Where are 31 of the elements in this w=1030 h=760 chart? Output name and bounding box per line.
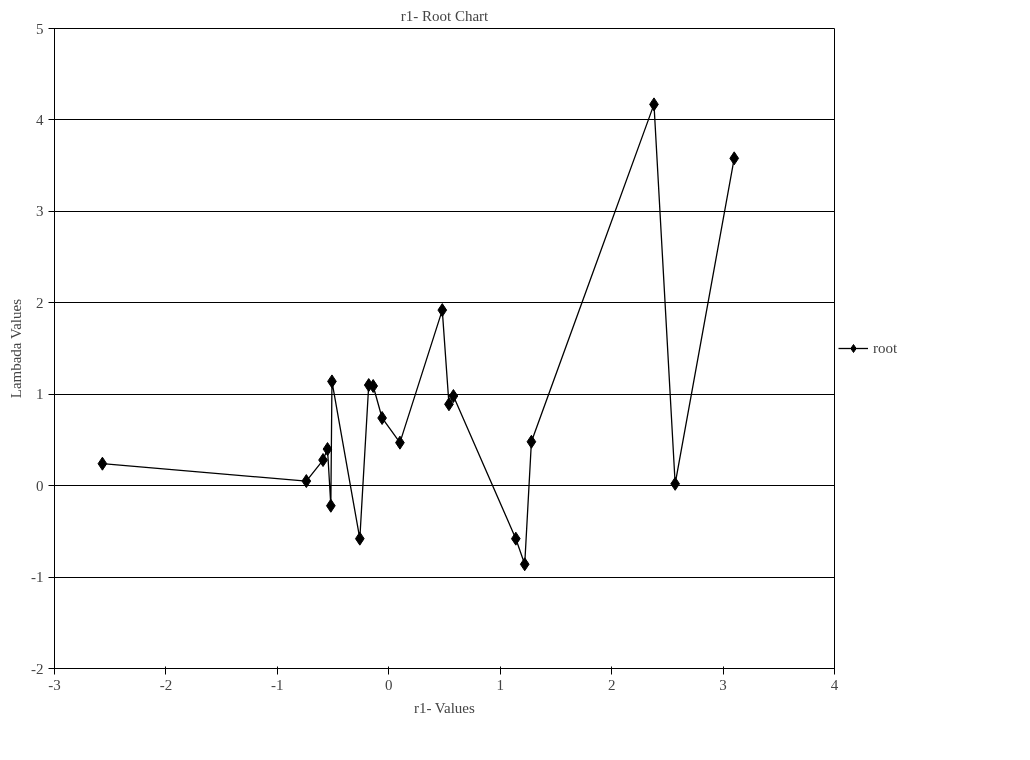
point — [322, 442, 333, 457]
point — [519, 557, 530, 572]
y-tick-label: 1 — [36, 386, 44, 403]
x-tick-label: 2 — [607, 676, 616, 693]
point — [368, 378, 379, 393]
point — [729, 151, 740, 166]
y-tick-label: -1 — [31, 569, 44, 586]
point — [510, 531, 521, 546]
point — [526, 434, 537, 449]
y-tick-label: 0 — [36, 477, 44, 494]
point — [437, 303, 448, 318]
x-tick-label: 3 — [719, 676, 727, 693]
point — [354, 531, 365, 546]
x-tick-label: -3 — [48, 676, 61, 693]
y-tick-label: 3 — [36, 203, 44, 220]
y-tick-label: 5 — [36, 20, 44, 37]
y-axis-title: Lambada Values — [7, 298, 24, 399]
point — [301, 474, 312, 489]
x-tick-label: -1 — [271, 676, 284, 693]
x-tick-label: 1 — [496, 676, 504, 693]
legend-label: root — [873, 339, 898, 357]
x-axis-title: r1- Values — [413, 699, 476, 716]
x-tick-label: -2 — [159, 676, 173, 693]
y-tick-label: 4 — [36, 111, 44, 128]
x-tick-label: 4 — [830, 676, 839, 693]
y-tick-label: 2 — [36, 294, 44, 311]
chart-title: r1- Root Chart — [400, 7, 490, 24]
x-tick-label: 0 — [385, 676, 393, 693]
y-tick-label: -2 — [31, 660, 44, 677]
point — [448, 389, 459, 404]
point — [97, 456, 108, 471]
